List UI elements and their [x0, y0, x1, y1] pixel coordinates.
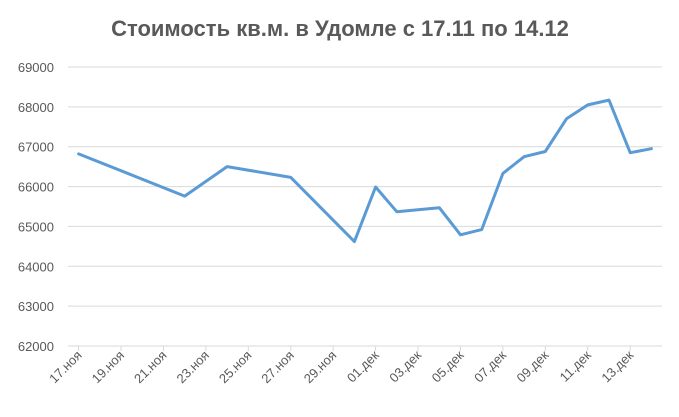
x-tick-label: 29.ноя: [301, 348, 340, 387]
x-tick-label: 11.дек: [557, 347, 594, 384]
y-tick-label: 66000: [18, 180, 54, 195]
data-line: [77, 98, 653, 244]
x-tick-label: 03.дек: [386, 347, 424, 385]
x-tick-label: 25.ноя: [216, 348, 255, 387]
y-tick-label: 69000: [18, 60, 54, 75]
x-tick-label: 05.дек: [429, 347, 467, 385]
x-tick-label: 21.ноя: [131, 348, 170, 387]
y-tick-label: 68000: [18, 100, 54, 115]
x-tick-label: 19.ноя: [89, 348, 128, 387]
x-tick-label: 13.дек: [598, 347, 636, 385]
x-tick-label: 07.дек: [471, 347, 509, 385]
x-tick-label: 09.дек: [514, 347, 552, 385]
chart-title: Стоимость кв.м. в Удомле с 17.11 по 14.1…: [111, 16, 569, 41]
y-tick-label: 67000: [18, 140, 54, 155]
x-tick-label: 23.ноя: [173, 348, 212, 387]
x-tick-label: 27.ноя: [258, 348, 297, 387]
y-tick-label: 65000: [18, 219, 54, 234]
x-tick-label: 01.дек: [344, 347, 382, 385]
y-tick-label: 64000: [18, 259, 54, 274]
y-tick-label: 63000: [18, 299, 54, 314]
y-tick-label: 62000: [18, 339, 54, 354]
